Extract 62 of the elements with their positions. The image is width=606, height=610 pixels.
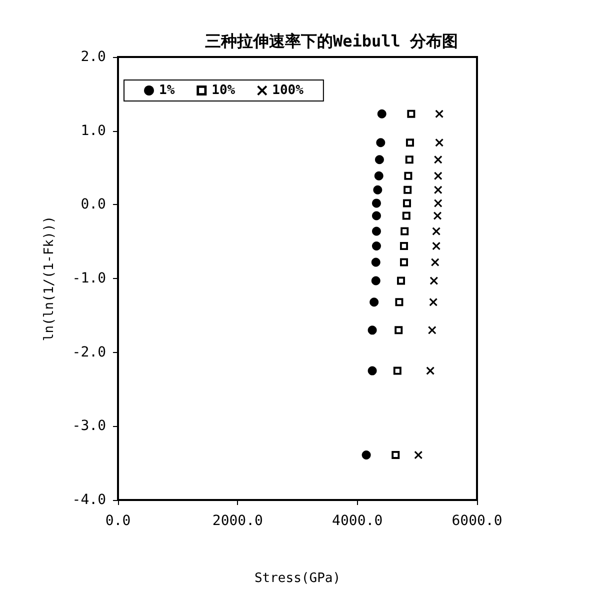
point xyxy=(394,326,403,334)
point xyxy=(431,258,440,266)
x-tick-label: 6000.0 xyxy=(452,513,502,529)
y-axis-title: ln(ln(1/(1-Fk))) xyxy=(42,216,57,342)
y-tick-label: -2.0 xyxy=(72,344,106,360)
point xyxy=(362,450,371,460)
point xyxy=(434,212,442,220)
point xyxy=(368,326,377,335)
point xyxy=(371,276,380,286)
point xyxy=(432,227,440,236)
point xyxy=(400,227,409,236)
point xyxy=(400,258,408,266)
point xyxy=(434,156,442,164)
point xyxy=(395,298,404,306)
point xyxy=(371,258,380,267)
point xyxy=(392,450,400,459)
legend-label: 10% xyxy=(212,83,236,98)
point xyxy=(435,110,444,118)
point xyxy=(402,212,410,220)
point xyxy=(430,276,438,285)
point xyxy=(426,366,434,375)
point xyxy=(428,326,436,334)
point xyxy=(372,226,381,236)
point xyxy=(406,138,414,147)
y-tick-label: 0.0 xyxy=(80,196,106,213)
y-tick-label: -3.0 xyxy=(72,418,106,434)
chart-title: 三种拉伸速率下的Weibull 分布图 xyxy=(205,32,458,50)
point xyxy=(400,242,408,250)
x-tick-label: 4000.0 xyxy=(332,513,383,529)
legend-label: 1% xyxy=(159,83,175,98)
point xyxy=(376,138,386,148)
point xyxy=(434,186,442,194)
point xyxy=(414,450,422,459)
point xyxy=(368,366,377,376)
y-tick-label: 1.0 xyxy=(80,122,106,139)
point xyxy=(407,110,416,118)
y-tick-label: -4.0 xyxy=(72,492,106,508)
point xyxy=(372,211,381,220)
point xyxy=(405,156,414,164)
point xyxy=(393,366,402,375)
y-tick-label: -1.0 xyxy=(72,270,106,286)
point xyxy=(372,198,381,208)
point xyxy=(432,242,440,250)
x-axis-title: Stress(GPa) xyxy=(254,571,341,586)
legend-label: 100% xyxy=(272,83,304,98)
point xyxy=(402,199,411,208)
point xyxy=(374,155,384,164)
point xyxy=(429,298,438,306)
point xyxy=(435,138,444,147)
point xyxy=(374,171,384,180)
point xyxy=(370,298,379,307)
point xyxy=(404,172,412,180)
point xyxy=(372,242,381,251)
point xyxy=(434,172,442,180)
point xyxy=(404,186,412,194)
point xyxy=(373,185,382,194)
point xyxy=(377,109,386,118)
point xyxy=(397,276,406,285)
point xyxy=(434,199,442,208)
x-tick-label: 2000.0 xyxy=(212,513,263,529)
x-tick-label: 0.0 xyxy=(105,513,131,529)
y-tick-label: 2.0 xyxy=(80,49,106,65)
